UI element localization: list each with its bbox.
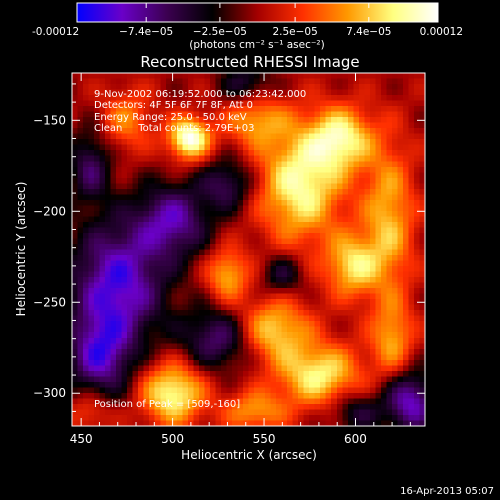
colorbar-tick-label: 0.00012 — [420, 26, 463, 38]
colorbar-tick-label: 2.5e−05 — [272, 26, 317, 38]
annotation-peak-position: Position of Peak = [509,-160] — [94, 399, 240, 410]
colorbar-fill — [77, 3, 438, 22]
annotation-time-range: 9-Nov-2002 06:19:52.000 to 06:23:42.000 — [94, 89, 306, 100]
plot-area: 450 500 550 600 −150 −200 −250 −300 — [33, 72, 426, 446]
y-axis-ticks: −150 −200 −250 −300 — [33, 83, 425, 412]
colorbar-tick-label: −2.5e−05 — [193, 26, 247, 38]
x-tick-label: 600 — [344, 432, 367, 446]
x-axis-ticks: 450 500 550 600 — [70, 73, 411, 446]
annotation-detectors: Detectors: 4F 5F 6F 7F 8F, Att 0 — [94, 100, 253, 111]
plot-frame — [71, 72, 426, 427]
annotations: 9-Nov-2002 06:19:52.000 to 06:23:42.000 … — [94, 89, 306, 410]
chart-title: Reconstructed RHESSI Image — [140, 53, 359, 71]
annotation-clean: Clean Total counts: 2.79E+03 — [94, 123, 254, 134]
x-tick-label: 550 — [253, 432, 276, 446]
y-tick-label: −150 — [33, 113, 66, 127]
y-tick-label: −300 — [33, 386, 66, 400]
footer-timestamp: 16-Apr-2013 05:07 — [400, 486, 494, 497]
heatmap-image — [72, 73, 425, 426]
colorbar-tick-label: −7.4e−05 — [119, 26, 173, 38]
colorbar-tick-label: 7.4e−05 — [346, 26, 391, 38]
colorbar-frame — [76, 2, 439, 23]
colorbar-units: (photons cm⁻² s⁻¹ asec⁻²) — [189, 39, 324, 51]
colorbar-tick-label: -0.00012 — [32, 26, 79, 38]
y-tick-label: −200 — [33, 204, 66, 218]
colorbar-ticks: -0.00012 −7.4e−05 −2.5e−05 2.5e−05 7.4e−05 0.… — [32, 3, 463, 38]
colorbar: -0.00012 −7.4e−05 −2.5e−05 2.5e−05 7.4e−05 0.… — [32, 2, 463, 51]
x-tick-label: 450 — [70, 432, 93, 446]
x-tick-label: 500 — [161, 432, 184, 446]
annotation-energy: Energy Range: 25.0 - 50.0 keV — [94, 112, 247, 123]
x-axis-label: Heliocentric X (arcsec) — [181, 448, 317, 462]
y-axis-label: Heliocentric Y (arcsec) — [14, 182, 28, 317]
y-tick-label: −250 — [33, 295, 66, 309]
